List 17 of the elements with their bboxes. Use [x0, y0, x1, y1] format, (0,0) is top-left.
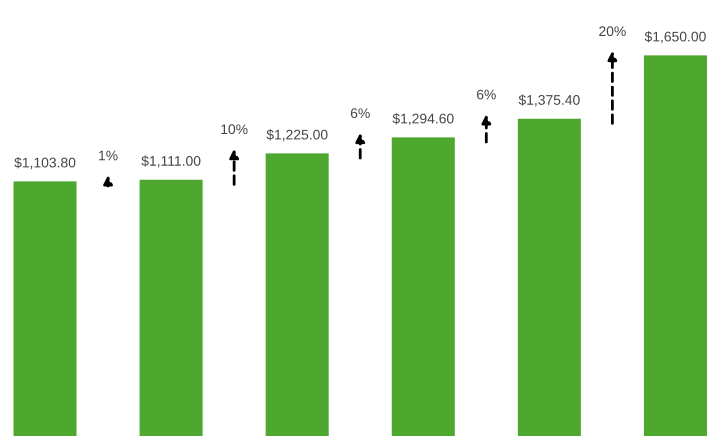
- bar: [266, 153, 329, 436]
- bar: [392, 137, 455, 436]
- annotation: 10%: [221, 124, 248, 134]
- annotation: 6%: [350, 108, 370, 118]
- bar: [644, 55, 707, 436]
- data-label: $1,650.00: [644, 31, 706, 44]
- data-label: $1,111.00: [141, 155, 200, 168]
- annotation: 1%: [99, 150, 118, 160]
- bar: [13, 181, 77, 436]
- annotation: 6%: [476, 90, 496, 100]
- data-label: $1,103.80: [14, 157, 76, 170]
- bar: [140, 180, 203, 436]
- data-label: $1,225.00: [266, 129, 328, 142]
- data-label: $1,294.60: [392, 113, 454, 126]
- data-label: $1,375.40: [518, 94, 580, 106]
- annotation: 20%: [599, 26, 626, 36]
- bar: [518, 118, 581, 436]
